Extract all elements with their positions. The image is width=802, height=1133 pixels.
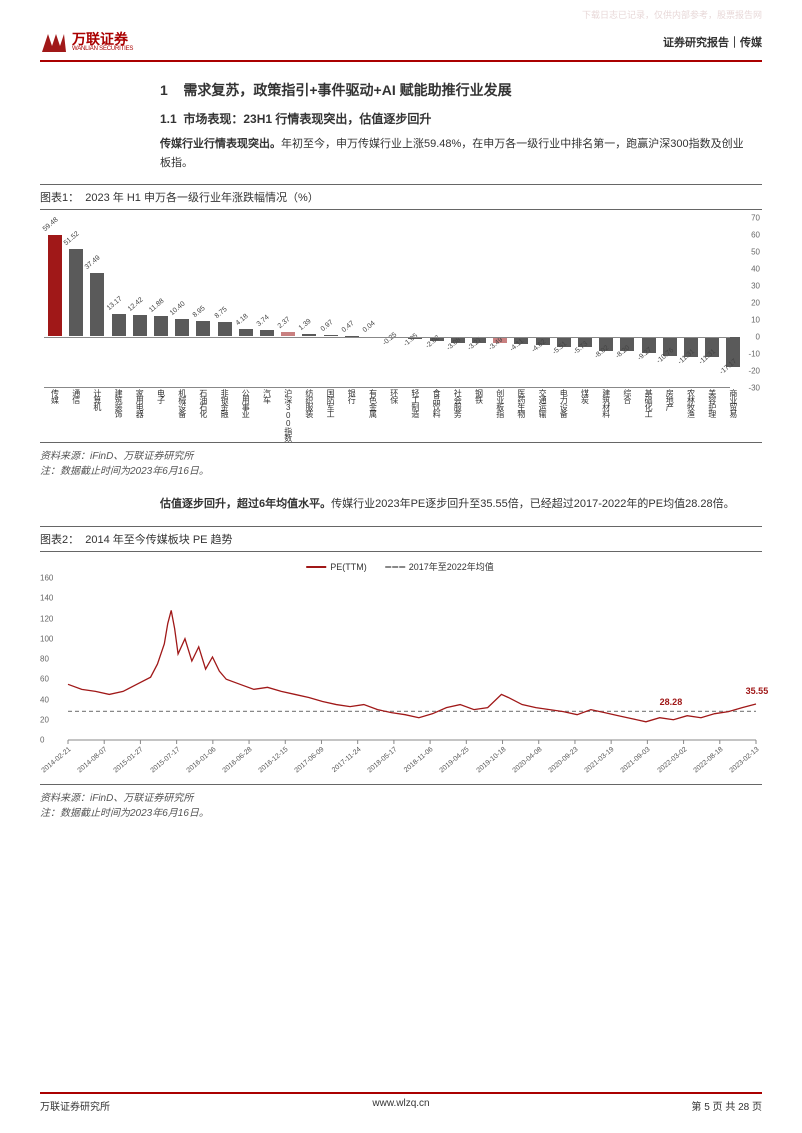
bar-沪深300指数: 2.37沪深300指数 xyxy=(281,218,295,387)
bar-电子: 11.88电子 xyxy=(154,218,168,387)
chart1-source: 资料来源：iFinD、万联证券研究所 xyxy=(40,442,762,462)
para2-bold: 估值逐步回升，超过6年均值水平。 xyxy=(160,498,331,510)
bar-建筑材料: -8.02建筑材料 xyxy=(599,218,613,387)
bar-通信: 51.52通信 xyxy=(69,218,83,387)
bar-美容护理: -11.31美容护理 xyxy=(705,218,719,387)
page-footer: 万联证券研究所 www.wlzq.cn 第 5 页 共 28 页 xyxy=(40,1092,762,1113)
bar-房地产: -10.76房地产 xyxy=(663,218,677,387)
chart1-title-text: 2023 年 H1 申万各一级行业年涨跌幅情况（%） xyxy=(85,192,318,204)
bar-交通运输: -4.62交通运输 xyxy=(536,218,550,387)
logo-icon xyxy=(40,30,68,54)
bar-国防军工: 0.97国防军工 xyxy=(324,218,338,387)
bar-纺织服装: 1.39纺织服装 xyxy=(302,218,316,387)
bar-电力设备: -5.51电力设备 xyxy=(557,218,571,387)
bar-计算机: 37.49计算机 xyxy=(90,218,104,387)
paragraph-2: 估值逐步回升，超过6年均值水平。传媒行业2023年PE逐步回升至35.55倍，已… xyxy=(160,495,752,514)
bar-医药生物: -4.11医药生物 xyxy=(514,218,528,387)
chart1-prefix: 图表1： xyxy=(40,192,79,204)
bar-家用电器: 12.42家用电器 xyxy=(133,218,147,387)
chart2-note: 注：数据截止时间为2023年6月16日。 xyxy=(40,804,762,819)
chart2-source: 资料来源：iFinD、万联证券研究所 xyxy=(40,784,762,804)
bar-轻工制造: -1.05轻工制造 xyxy=(408,218,422,387)
chart2-prefix: 图表2： xyxy=(40,534,79,546)
para2-rest: 传媒行业2023年PE逐步回升至35.55倍，已经超过2017-2022年的PE… xyxy=(331,498,734,510)
page-header: 万联证券 WANLIAN SECURITIES 证券研究报告｜传媒 xyxy=(40,30,762,62)
bar-煤炭: -5.73煤炭 xyxy=(578,218,592,387)
subsec-title: 市场表现：23H1 行情表现突出，估值逐步回升 xyxy=(183,112,431,126)
bar-银行: 0.47银行 xyxy=(345,218,359,387)
bar-石油石化: 8.95石油石化 xyxy=(196,218,210,387)
chart1: 59.48传媒 51.52通信 37.49计算机 13.17建筑装饰 12.42家用电器… xyxy=(40,218,762,438)
bar-机械设备: 10.40机械设备 xyxy=(175,218,189,387)
bar-公用事业: 4.18公用事业 xyxy=(239,218,253,387)
section-heading-1-1: 1.1 市场表现：23H1 行情表现突出，估值逐步回升 xyxy=(160,110,762,127)
bar-社会服务: -3.08社会服务 xyxy=(451,218,465,387)
bar-食品饮料: -2.08食品饮料 xyxy=(430,218,444,387)
logo: 万联证券 WANLIAN SECURITIES xyxy=(40,30,133,54)
footer-right: 第 5 页 共 28 页 xyxy=(691,1098,762,1113)
para1-bold: 传媒行业行情表现突出。 xyxy=(160,138,281,150)
sec-num: 1 xyxy=(160,82,168,98)
bar-环保: -0.25环保 xyxy=(387,218,401,387)
chart1-note: 注：数据截止时间为2023年6月16日。 xyxy=(40,462,762,477)
footer-mid: www.wlzq.cn xyxy=(372,1098,429,1109)
bar-有色金属: 0.04有色金属 xyxy=(366,218,380,387)
bar-建筑装饰: 13.17建筑装饰 xyxy=(112,218,126,387)
chart2-title-text: 2014 年至今传媒板块 PE 趋势 xyxy=(85,534,232,546)
watermark: 下载日志已记录，仅供内部参考，股票报告网 xyxy=(582,8,762,21)
paragraph-1: 传媒行业行情表现突出。年初至今，申万传媒行业上涨59.48%，在申万各一级行业中… xyxy=(160,135,752,172)
subsec-num: 1.1 xyxy=(160,112,177,126)
chart2-title: 图表2： 2014 年至今传媒板块 PE 趋势 xyxy=(40,526,762,552)
sec-title: 需求复苏，政策指引+事件驱动+AI 赋能助推行业发展 xyxy=(183,82,511,98)
footer-left: 万联证券研究所 xyxy=(40,1098,110,1113)
header-category: 证券研究报告｜传媒 xyxy=(663,34,762,50)
bar-农林牧渔: -11.31农林牧渔 xyxy=(684,218,698,387)
bar-汽车: 3.74汽车 xyxy=(260,218,274,387)
section-heading-1: 1 需求复苏，政策指引+事件驱动+AI 赋能助推行业发展 xyxy=(160,80,762,100)
bar-非银金融: 8.75非银金融 xyxy=(218,218,232,387)
bar-基础化工: -9.27基础化工 xyxy=(642,218,656,387)
bar-综合: -8.20综合 xyxy=(620,218,634,387)
chart2: PE(TTM)2017年至2022年均值02040608010012014016… xyxy=(40,560,762,780)
bar-钢铁: -3.27钢铁 xyxy=(472,218,486,387)
bar-传媒: 59.48传媒 xyxy=(48,218,62,387)
bar-创业板指: -3.49创业板指 xyxy=(493,218,507,387)
chart2-legend: PE(TTM)2017年至2022年均值 xyxy=(306,560,494,573)
logo-name: 万联证券 xyxy=(72,32,133,46)
logo-sub: WANLIAN SECURITIES xyxy=(72,46,133,52)
chart1-title: 图表1： 2023 年 H1 申万各一级行业年涨跌幅情况（%） xyxy=(40,184,762,210)
